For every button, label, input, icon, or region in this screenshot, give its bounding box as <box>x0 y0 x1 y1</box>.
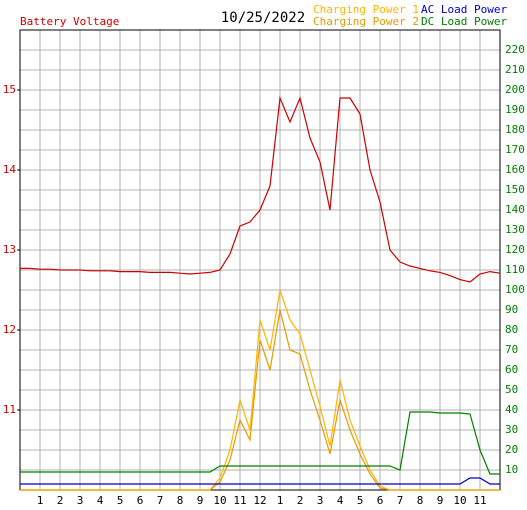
y2-tick-label: 20 <box>505 443 518 456</box>
y2-tick-label: 130 <box>505 223 525 236</box>
y2-tick-label: 180 <box>505 123 525 136</box>
x-tick-label: 4 <box>97 494 104 507</box>
y2-tick-label: 40 <box>505 403 518 416</box>
x-tick-label: 9 <box>197 494 204 507</box>
y2-tick-label: 30 <box>505 423 518 436</box>
y-tick-label: 12 <box>3 323 16 336</box>
legend-entry: AC Load Power <box>421 3 507 16</box>
series-line <box>20 309 500 491</box>
y2-tick-label: 170 <box>505 143 525 156</box>
y2-tick-label: 80 <box>505 323 518 336</box>
y-tick-label: 11 <box>3 403 16 416</box>
series-line <box>20 411 500 475</box>
y2-tick-label: 150 <box>505 183 525 196</box>
y2-tick-label: 200 <box>505 83 525 96</box>
x-tick-label: 1 <box>277 494 284 507</box>
y2-tick-label: 190 <box>505 103 525 116</box>
y2-tick-label: 120 <box>505 243 525 256</box>
y2-tick-label: 50 <box>505 383 518 396</box>
x-tick-label: 11 <box>233 494 246 507</box>
y2-tick-label: 140 <box>505 203 525 216</box>
series-line <box>20 477 500 485</box>
y-tick-label: 14 <box>3 163 17 176</box>
series-line <box>20 95 501 283</box>
y2-tick-label: 90 <box>505 303 518 316</box>
x-tick-label: 8 <box>417 494 424 507</box>
legend-entry: Charging Power 1 <box>313 3 419 16</box>
y-tick-label: 13 <box>3 243 16 256</box>
y2-tick-label: 100 <box>505 283 525 296</box>
x-tick-label: 3 <box>77 494 84 507</box>
x-tick-label: 5 <box>357 494 364 507</box>
y2-tick-label: 160 <box>505 163 525 176</box>
x-tick-label: 10 <box>453 494 466 507</box>
y2-tick-label: 70 <box>505 343 518 356</box>
plot-frame <box>19 29 501 491</box>
x-tick-label: 5 <box>117 494 124 507</box>
x-tick-label: 7 <box>397 494 404 507</box>
x-tick-label: 9 <box>437 494 444 507</box>
x-tick-label: 6 <box>137 494 144 507</box>
y2-tick-label: 10 <box>505 463 518 476</box>
legend-entry: Charging Power 2 <box>313 15 419 28</box>
x-tick-label: 3 <box>317 494 324 507</box>
y-tick-label: 15 <box>3 83 16 96</box>
x-tick-label: 1 <box>37 494 44 507</box>
x-tick-label: 10 <box>213 494 226 507</box>
legend-entry: DC Load Power <box>421 15 507 28</box>
left-axis-label: Battery Voltage <box>20 15 119 28</box>
y2-tick-label: 220 <box>505 43 525 56</box>
x-tick-label: 8 <box>177 494 184 507</box>
x-tick-label: 2 <box>297 494 304 507</box>
y2-tick-label: 110 <box>505 263 525 276</box>
x-tick-label: 11 <box>473 494 486 507</box>
x-tick-label: 2 <box>57 494 64 507</box>
chart-title: 10/25/2022 <box>221 10 305 26</box>
y2-tick-label: 210 <box>505 63 525 76</box>
x-tick-label: 6 <box>377 494 384 507</box>
y2-tick-label: 60 <box>505 363 518 376</box>
x-tick-label: 7 <box>157 494 164 507</box>
x-tick-label: 4 <box>337 494 344 507</box>
x-tick-label: 12 <box>253 494 266 507</box>
